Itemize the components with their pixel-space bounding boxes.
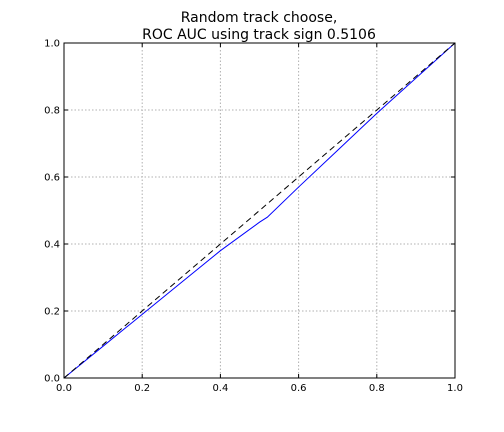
y-tick-label: 0.2 bbox=[44, 307, 60, 318]
series-layer bbox=[63, 42, 456, 379]
x-tick-label: 0.4 bbox=[212, 383, 228, 394]
y-tick-label: 0.4 bbox=[44, 240, 60, 251]
x-tick-label: 0.0 bbox=[56, 383, 72, 394]
plot-area-frame bbox=[63, 42, 456, 379]
tick-marks bbox=[63, 42, 456, 379]
x-tick-label: 0.2 bbox=[134, 383, 150, 394]
roc-curve-line bbox=[63, 42, 456, 379]
y-tick-labels: 0.0 0.2 0.4 0.6 0.8 1.0 bbox=[44, 39, 60, 385]
chart-title-line-1: Random track choose, bbox=[181, 10, 338, 26]
y-tick-label: 0.6 bbox=[44, 173, 60, 184]
y-tick-label: 0.0 bbox=[44, 374, 60, 385]
x-tick-label: 0.6 bbox=[291, 383, 307, 394]
x-tick-labels: 0.0 0.2 0.4 0.6 0.8 1.0 bbox=[56, 383, 463, 394]
chart-title-line-2: ROC AUC using track sign 0.5106 bbox=[142, 27, 376, 43]
y-tick-label: 1.0 bbox=[44, 39, 60, 50]
x-tick-label: 1.0 bbox=[447, 383, 463, 394]
x-tick-label: 0.8 bbox=[369, 383, 385, 394]
y-tick-label: 0.8 bbox=[44, 106, 60, 117]
diagonal-reference-line bbox=[63, 42, 456, 379]
grid-lines bbox=[63, 42, 456, 379]
